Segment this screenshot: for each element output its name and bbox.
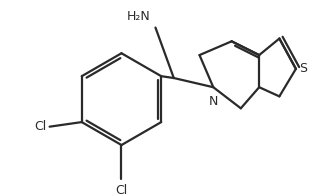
Text: Cl: Cl [115, 184, 128, 196]
Text: H₂N: H₂N [127, 10, 151, 23]
Text: S: S [299, 62, 307, 75]
Text: N: N [209, 94, 218, 108]
Text: Cl: Cl [35, 120, 47, 133]
